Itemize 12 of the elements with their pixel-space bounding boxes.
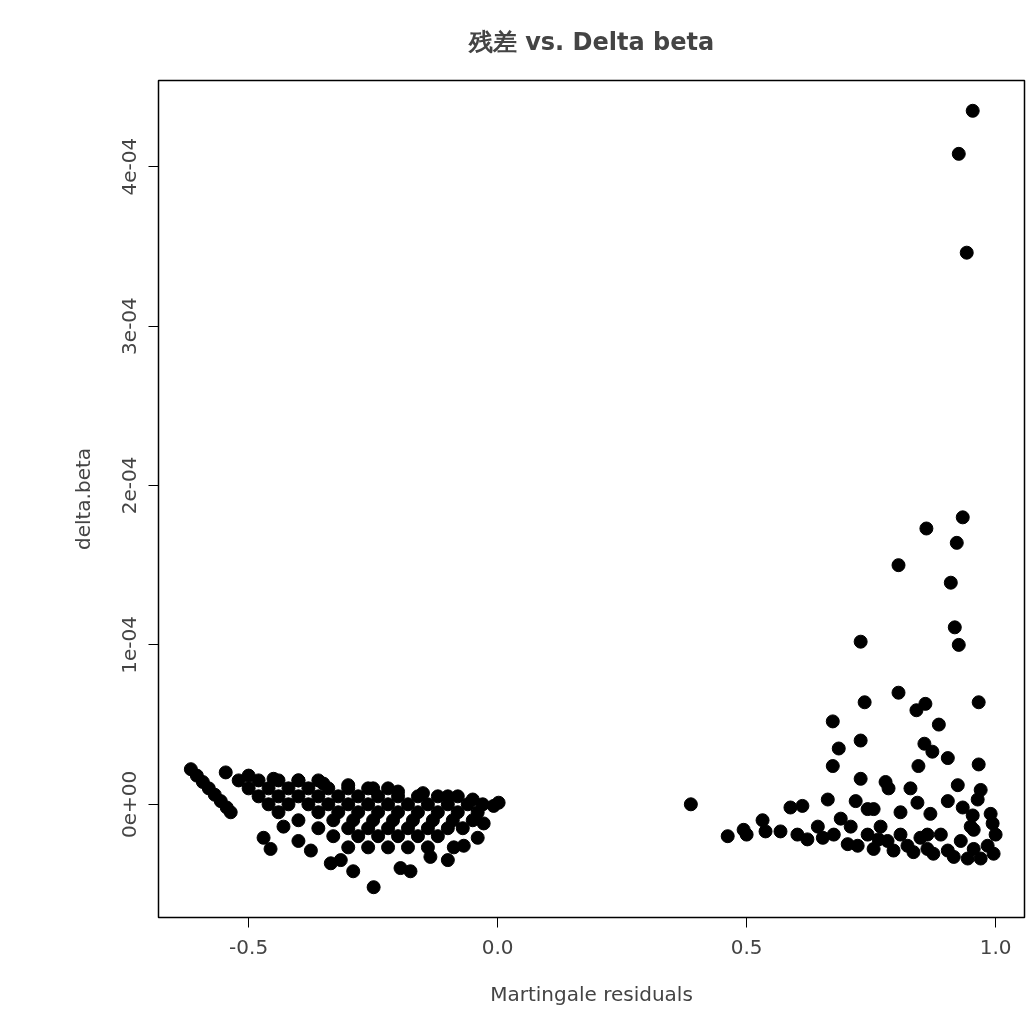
- y-tick-label: 0e+00: [117, 770, 142, 838]
- x-tick-label: 1.0: [979, 934, 1012, 959]
- chart-title: 残差 vs. Delta beta: [467, 27, 715, 56]
- x-axis-title: Martingale residuals: [490, 981, 693, 1006]
- y-tick-label: 1e-04: [117, 616, 142, 674]
- y-tick-label: 4e-04: [117, 137, 142, 196]
- x-tick-label: 0.5: [730, 934, 763, 959]
- x-tick-label: -0.5: [229, 934, 269, 959]
- y-tick-label: 3e-04: [117, 297, 142, 355]
- y-axis-title: delta.beta: [70, 447, 95, 551]
- y-tick-label: 2e-04: [117, 456, 142, 515]
- x-tick-label: 0.0: [481, 934, 514, 959]
